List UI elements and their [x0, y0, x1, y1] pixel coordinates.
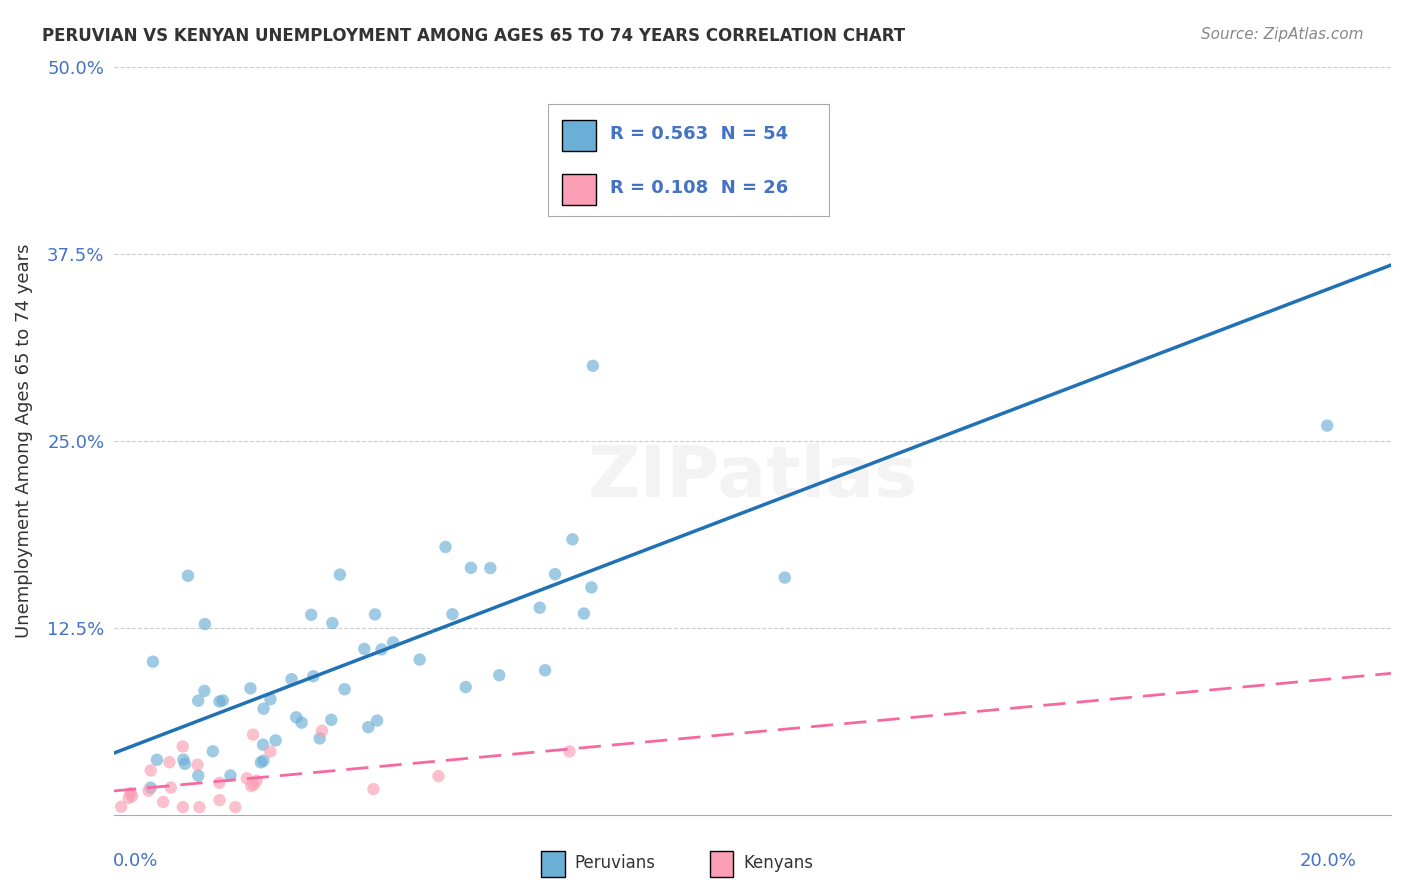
Point	[479, 561, 502, 575]
Point	[172, 753, 194, 767]
Point	[118, 791, 141, 805]
FancyBboxPatch shape	[541, 851, 565, 877]
Point	[529, 600, 551, 615]
Point	[172, 739, 194, 754]
Point	[110, 799, 132, 814]
Point	[773, 570, 796, 584]
Point	[291, 715, 314, 730]
Point	[177, 568, 200, 582]
Point	[544, 567, 567, 582]
Point	[280, 672, 302, 686]
Point	[1316, 418, 1339, 433]
Point	[333, 682, 356, 697]
Point	[581, 581, 603, 595]
Point	[139, 764, 162, 778]
Point	[582, 359, 605, 373]
Text: Peruvians: Peruvians	[575, 854, 655, 872]
Point	[252, 701, 274, 715]
Point	[357, 720, 380, 734]
Point	[408, 652, 430, 666]
Point	[142, 655, 165, 669]
Point	[186, 757, 208, 772]
Point	[558, 744, 581, 758]
Point	[427, 769, 450, 783]
Point	[138, 783, 160, 797]
Point	[441, 607, 464, 622]
Point	[208, 793, 231, 807]
Point	[224, 800, 246, 814]
Point	[250, 756, 273, 770]
Point	[285, 710, 308, 724]
Point	[187, 769, 209, 783]
Point	[370, 642, 392, 657]
Point	[139, 780, 162, 795]
Point	[321, 616, 343, 631]
Y-axis label: Unemployment Among Ages 65 to 74 years: Unemployment Among Ages 65 to 74 years	[15, 244, 32, 638]
Point	[382, 635, 405, 649]
Text: ZIPatlas: ZIPatlas	[588, 443, 918, 513]
Point	[259, 692, 281, 706]
Point	[329, 567, 352, 582]
Point	[243, 778, 266, 792]
Point	[245, 773, 267, 788]
Text: Source: ZipAtlas.com: Source: ZipAtlas.com	[1201, 27, 1364, 42]
Text: 0.0%: 0.0%	[112, 852, 157, 870]
Point	[159, 755, 181, 769]
Point	[201, 744, 224, 758]
Point	[174, 756, 197, 771]
Point	[146, 753, 169, 767]
Text: PERUVIAN VS KENYAN UNEMPLOYMENT AMONG AGES 65 TO 74 YEARS CORRELATION CHART: PERUVIAN VS KENYAN UNEMPLOYMENT AMONG AG…	[42, 27, 905, 45]
Point	[534, 663, 557, 677]
Point	[208, 776, 231, 790]
Point	[194, 617, 217, 632]
Point	[460, 561, 482, 575]
Point	[311, 723, 333, 738]
Text: Kenyans: Kenyans	[744, 854, 814, 872]
Point	[236, 772, 259, 786]
Point	[299, 607, 322, 622]
Point	[187, 694, 209, 708]
Point	[488, 668, 510, 682]
Point	[308, 731, 330, 746]
Point	[242, 728, 264, 742]
Point	[188, 800, 211, 814]
Point	[259, 745, 281, 759]
Point	[211, 693, 233, 707]
Point	[152, 795, 174, 809]
Point	[302, 669, 325, 683]
Point	[353, 641, 375, 656]
Point	[561, 533, 583, 547]
Point	[321, 713, 343, 727]
Point	[434, 540, 457, 554]
Point	[252, 754, 274, 768]
Point	[120, 786, 142, 800]
Point	[193, 684, 215, 698]
Point	[366, 714, 388, 728]
Point	[121, 789, 143, 804]
Text: 20.0%: 20.0%	[1301, 852, 1357, 870]
Point	[172, 800, 194, 814]
Point	[364, 607, 387, 622]
Point	[240, 779, 263, 793]
Point	[363, 782, 385, 797]
Point	[252, 738, 274, 752]
Point	[219, 768, 242, 782]
Point	[454, 680, 477, 694]
Point	[208, 694, 231, 708]
Point	[264, 733, 287, 747]
Point	[159, 780, 181, 795]
Point	[572, 607, 595, 621]
Point	[741, 164, 763, 178]
FancyBboxPatch shape	[710, 851, 734, 877]
Point	[239, 681, 262, 696]
